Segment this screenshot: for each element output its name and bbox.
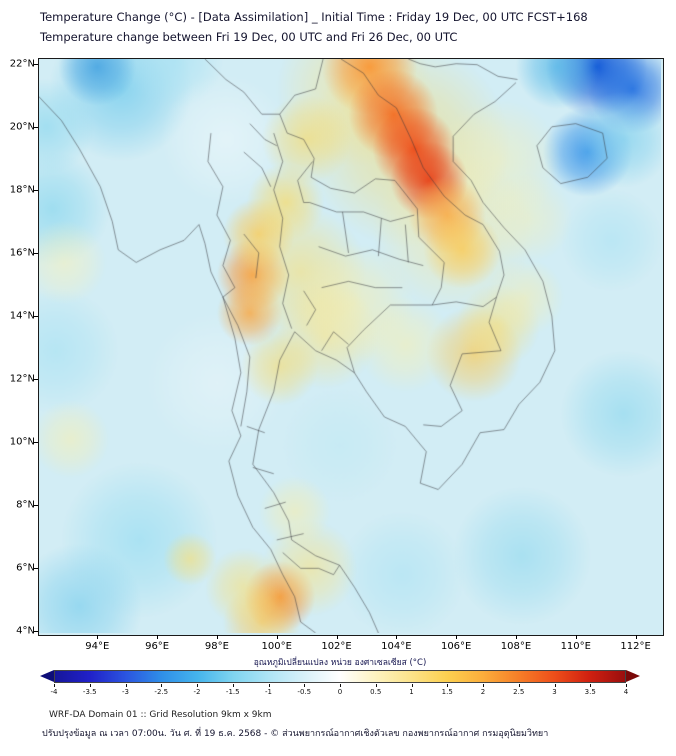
colorbar-tick-mark — [161, 684, 163, 687]
colorbar-tick-label: 1.5 — [441, 688, 453, 696]
colorbar-tick-label: -2.5 — [154, 688, 169, 696]
x-axis-tick-label: 94°E — [85, 641, 110, 652]
y-axis-tick-label: 12°N — [9, 373, 35, 385]
colorbar-tick-mark — [304, 684, 306, 687]
colorbar-tick-mark — [518, 684, 520, 687]
x-axis-tick-mark — [575, 635, 577, 639]
x-axis-tick-mark — [635, 635, 637, 639]
colorbar-tick-label: -4 — [50, 688, 58, 696]
heatmap-canvas — [39, 59, 661, 633]
x-axis-tick-mark — [216, 635, 218, 639]
colorbar-tick-label: 3 — [552, 688, 557, 696]
y-axis-tick-label: 16°N — [9, 247, 35, 259]
y-axis-tick-mark — [34, 63, 38, 65]
colorbar-tick-mark — [54, 684, 55, 687]
x-axis-tick-label: 106°E — [440, 641, 472, 652]
map-frame — [38, 58, 664, 636]
x-axis-tick-mark — [515, 635, 517, 639]
y-axis-tick-mark — [34, 505, 38, 507]
colorbar-tick-label: 2 — [480, 688, 486, 696]
x-axis-tick-label: 104°E — [381, 641, 412, 652]
y-axis-tick-mark — [34, 631, 38, 633]
colorbar-tick-label: -2 — [193, 688, 201, 696]
y-axis-tick-mark — [34, 252, 38, 254]
colorbar-tick-label: 0 — [337, 688, 343, 696]
x-axis-tick-label: 112°E — [620, 641, 651, 652]
colorbar-tick-label: 4 — [623, 688, 629, 696]
colorbar-arrow-left — [40, 670, 54, 682]
x-axis-tick-label: 100°E — [261, 641, 292, 652]
colorbar-arrow-right — [626, 670, 640, 682]
x-axis-tick-label: 108°E — [500, 641, 532, 652]
colorbar-tick-label: -1.5 — [225, 688, 240, 696]
x-axis-tick-label: 96°E — [145, 641, 170, 652]
y-axis-tick-mark — [34, 316, 38, 318]
colorbar-tick-label: -0.5 — [297, 688, 312, 696]
x-axis-tick-mark — [396, 635, 398, 639]
x-axis-tick-label: 110°E — [560, 641, 591, 652]
colorbar-tick-mark — [340, 684, 341, 687]
colorbar-tick-mark — [447, 684, 449, 687]
y-axis-tick-label: 6°N — [16, 562, 35, 574]
colorbar-tick-mark — [590, 684, 592, 687]
colorbar-tick-label: -1 — [265, 688, 272, 696]
colorbar-tick-mark — [197, 684, 198, 687]
title-block: Temperature Change (°C) - [Data Assimila… — [40, 7, 588, 47]
colorbar-tick-label: -3 — [122, 688, 129, 696]
colorbar-tick-mark — [232, 684, 234, 687]
colorbar-tick-label: -3.5 — [82, 688, 97, 696]
colorbar-tick-mark — [375, 684, 377, 687]
colorbar-tick-mark — [483, 684, 484, 687]
colorbar-tick-mark — [268, 684, 270, 687]
y-axis-tick-label: 18°N — [9, 184, 35, 196]
x-axis-tick-label: 98°E — [204, 641, 229, 652]
footer-domain-info: WRF-DA Domain 01 :: Grid Resolution 9km … — [49, 710, 272, 720]
y-axis-tick-mark — [34, 568, 38, 570]
colorbar-label: อุณหภูมิเปลี่ยนแปลง หน่วย องศาเซลเซียส (… — [253, 658, 427, 668]
colorbar-tick-label: 3.5 — [584, 688, 596, 696]
page-title: Temperature Change (°C) - [Data Assimila… — [40, 10, 588, 24]
x-axis-tick-mark — [456, 635, 458, 639]
y-axis-tick-label: 14°N — [9, 310, 35, 322]
colorbar-ticks: -4 -3.5 -3 -2.5 -2 -1.5 -1 -0.5 0 0.5 1 1.5 2 2.5 3 3.5… — [50, 684, 629, 700]
footer-update-info: ปรับปรุงข้อมูล ณ เวลา 07:00น. วัน ศ. ที่… — [42, 729, 549, 739]
colorbar-tick-mark — [89, 684, 91, 687]
y-axis-tick-label: 20°N — [9, 121, 35, 133]
y-axis-tick-label: 4°N — [16, 625, 35, 637]
x-axis-tick-mark — [97, 635, 99, 639]
y-axis-tick-label: 10°N — [9, 436, 35, 448]
colorbar-tick-label: 1 — [409, 688, 414, 696]
x-axis-tick-mark — [336, 635, 338, 639]
page-subtitle: Temperature change between Fri 19 Dec, 0… — [40, 30, 458, 45]
y-axis-tick-label: 22°N — [9, 58, 35, 70]
colorbar-tick-mark — [626, 684, 627, 687]
x-axis-tick-mark — [276, 635, 278, 639]
y-axis-tick-label: 8°N — [16, 499, 35, 511]
colorbar-gradient — [54, 670, 626, 683]
y-axis-tick-mark — [34, 379, 38, 381]
x-axis-tick-label: 102°E — [321, 641, 352, 652]
colorbar-tick-mark — [411, 684, 413, 687]
x-axis-tick-mark — [157, 635, 159, 639]
colorbar-tick-mark — [125, 684, 127, 687]
colorbar — [40, 670, 640, 683]
y-axis-tick-mark — [34, 442, 38, 444]
colorbar-tick-label: 0.5 — [370, 688, 382, 696]
y-axis-tick-mark — [34, 189, 38, 191]
colorbar-tick-label: 2.5 — [513, 688, 525, 696]
y-axis-tick-mark — [34, 126, 38, 128]
colorbar-tick-mark — [554, 684, 556, 687]
